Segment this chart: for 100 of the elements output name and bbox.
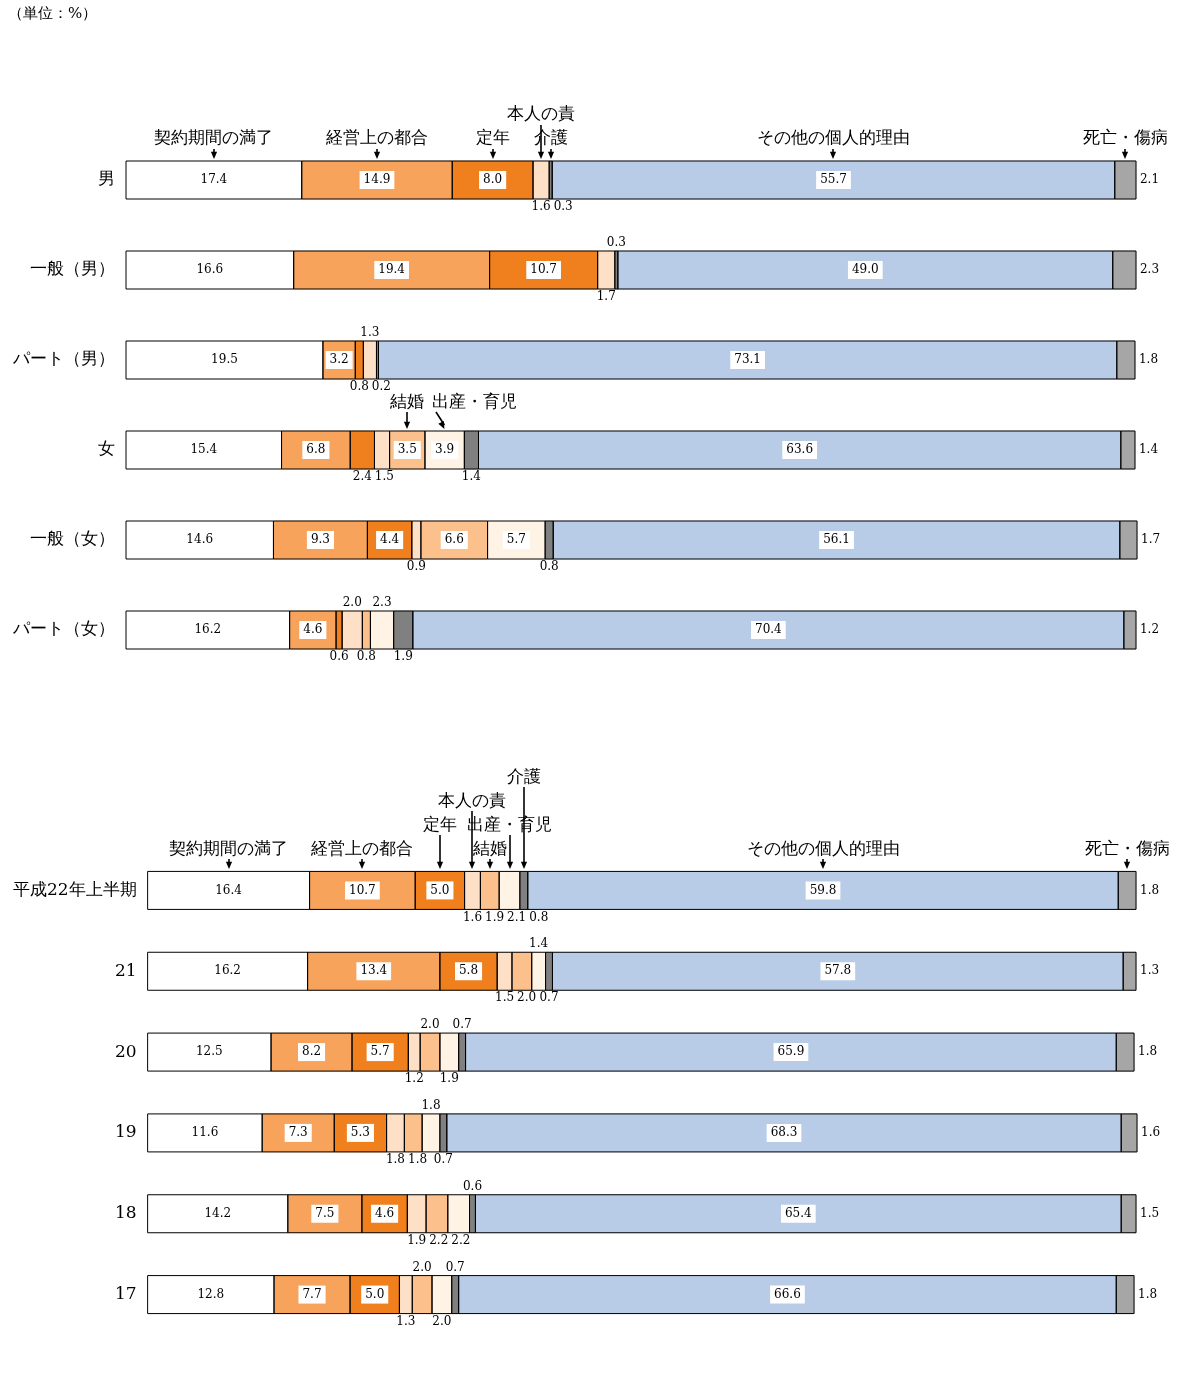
data-label: 0.6 bbox=[329, 649, 349, 664]
data-label: 3.5 bbox=[397, 442, 417, 457]
data-label: 2.0 bbox=[342, 595, 362, 610]
data-label: 0.7 bbox=[445, 1259, 465, 1274]
data-label: 2.2 bbox=[451, 1232, 471, 1247]
data-label: 1.3 bbox=[1140, 963, 1160, 978]
data-label: 4.6 bbox=[375, 1205, 395, 1220]
data-label: 1.8 bbox=[1138, 352, 1159, 367]
y-tick-label: パート（女） bbox=[12, 618, 115, 639]
series-label: 契約期間の満了 bbox=[154, 127, 274, 148]
data-label: 63.6 bbox=[786, 442, 814, 457]
data-label: 68.3 bbox=[770, 1125, 798, 1140]
data-label: 0.3 bbox=[553, 199, 573, 214]
data-label: 12.5 bbox=[195, 1044, 223, 1059]
data-label: 0.8 bbox=[529, 909, 549, 924]
text: 定年 bbox=[422, 813, 457, 834]
y-tick-label: 一般（女） bbox=[30, 528, 115, 549]
data-label: 17.4 bbox=[200, 172, 228, 187]
series-label: 定年 bbox=[475, 127, 510, 148]
y-tick-label: 19 bbox=[114, 1121, 137, 1142]
data-label: 6.8 bbox=[306, 442, 326, 457]
data-label: 19.4 bbox=[378, 262, 406, 277]
series-label: 死亡・傷病 bbox=[1082, 127, 1168, 148]
y-tick-label: 男 bbox=[98, 168, 115, 189]
data-label: 5.0 bbox=[365, 1286, 385, 1301]
data-label: 7.3 bbox=[288, 1125, 308, 1140]
data-label: 1.6 bbox=[1141, 1125, 1161, 1140]
data-label: 1.9 bbox=[407, 1232, 427, 1247]
data-label: 57.8 bbox=[824, 963, 852, 978]
data-label: 9.3 bbox=[310, 532, 330, 547]
series-label: 経営上の都合 bbox=[310, 837, 414, 858]
data-label: 56.1 bbox=[823, 532, 850, 547]
data-label: 14.9 bbox=[363, 172, 391, 187]
data-label: 1.9 bbox=[393, 649, 413, 664]
data-label: 65.4 bbox=[784, 1205, 813, 1220]
data-label: 13.4 bbox=[360, 963, 388, 978]
data-label: 14.6 bbox=[186, 532, 214, 547]
data-label: 10.7 bbox=[530, 262, 557, 277]
y-tick-label: 17 bbox=[114, 1283, 137, 1304]
data-label: 1.8 bbox=[385, 1152, 406, 1167]
data-label: 3.9 bbox=[435, 442, 455, 457]
data-label: 6.6 bbox=[444, 532, 464, 547]
series-label: 結婚 bbox=[389, 391, 425, 412]
data-label: 1.8 bbox=[1140, 882, 1160, 897]
data-label: 55.7 bbox=[820, 172, 847, 187]
series-label: 経営上の都合 bbox=[324, 127, 428, 148]
data-label: 7.5 bbox=[315, 1205, 335, 1220]
data-label: 2.1 bbox=[507, 909, 527, 924]
data-label: 2.2 bbox=[429, 1232, 449, 1247]
text: 本人の責 bbox=[507, 103, 576, 124]
data-label: 1.5 bbox=[495, 990, 515, 1005]
data-label: 1.6 bbox=[462, 909, 483, 924]
data-label: 15.4 bbox=[190, 442, 218, 457]
data-label: 12.8 bbox=[197, 1286, 225, 1301]
data-label: 49.0 bbox=[851, 262, 879, 277]
data-label: 70.4 bbox=[754, 622, 783, 637]
data-label: 5.3 bbox=[350, 1125, 370, 1140]
data-label: 5.7 bbox=[506, 532, 526, 547]
data-label: 1.3 bbox=[396, 1313, 416, 1328]
series-label: その他の個人的理由 bbox=[757, 127, 910, 148]
data-label: 5.0 bbox=[430, 882, 450, 897]
data-label: 1.6 bbox=[531, 199, 551, 214]
data-label: 59.8 bbox=[809, 882, 837, 897]
data-label: 16.2 bbox=[194, 622, 222, 637]
data-label: 2.0 bbox=[432, 1313, 452, 1328]
data-label: 5.7 bbox=[370, 1044, 390, 1059]
y-tick-label: 平成22年上半期 bbox=[12, 878, 137, 899]
data-label: 2.0 bbox=[517, 990, 537, 1005]
data-label: 0.8 bbox=[539, 559, 559, 574]
data-label: 1.9 bbox=[485, 909, 505, 924]
data-label: 2.3 bbox=[372, 595, 392, 610]
data-label: 0.3 bbox=[606, 235, 626, 250]
data-label: 2.0 bbox=[420, 1017, 440, 1032]
data-label: 1.5 bbox=[1140, 1205, 1160, 1220]
data-label: 0.8 bbox=[356, 649, 376, 664]
data-label: 11.6 bbox=[191, 1125, 219, 1140]
text: （単位：%） bbox=[8, 4, 98, 23]
data-label: 1.7 bbox=[596, 289, 616, 304]
series-label: 出産・育児 bbox=[432, 391, 518, 412]
data-label: 1.8 bbox=[1138, 1286, 1158, 1301]
data-label: 65.9 bbox=[777, 1044, 805, 1059]
data-label: 3.2 bbox=[329, 352, 349, 367]
series-label: その他の個人的理由 bbox=[746, 837, 900, 858]
data-label: 10.7 bbox=[349, 882, 376, 897]
y-tick-label: パート（男） bbox=[12, 348, 115, 369]
y-tick-label: 女 bbox=[98, 438, 115, 459]
series-label: 死亡・傷病 bbox=[1084, 837, 1170, 858]
data-label: 1.2 bbox=[404, 1071, 424, 1086]
data-label: 0.7 bbox=[433, 1152, 453, 1167]
series-label: 契約期間の満了 bbox=[169, 837, 289, 858]
data-label: 1.5 bbox=[374, 469, 394, 484]
data-label: 8.2 bbox=[301, 1044, 322, 1059]
data-label: 0.9 bbox=[406, 559, 426, 574]
data-label: 73.1 bbox=[734, 352, 762, 367]
text: 介護 bbox=[506, 765, 541, 786]
data-label: 1.7 bbox=[1141, 532, 1161, 547]
text: 本人の責 bbox=[438, 789, 507, 810]
data-label: 19.5 bbox=[211, 352, 238, 367]
data-label: 1.4 bbox=[529, 936, 549, 951]
data-label: 4.4 bbox=[380, 532, 400, 547]
